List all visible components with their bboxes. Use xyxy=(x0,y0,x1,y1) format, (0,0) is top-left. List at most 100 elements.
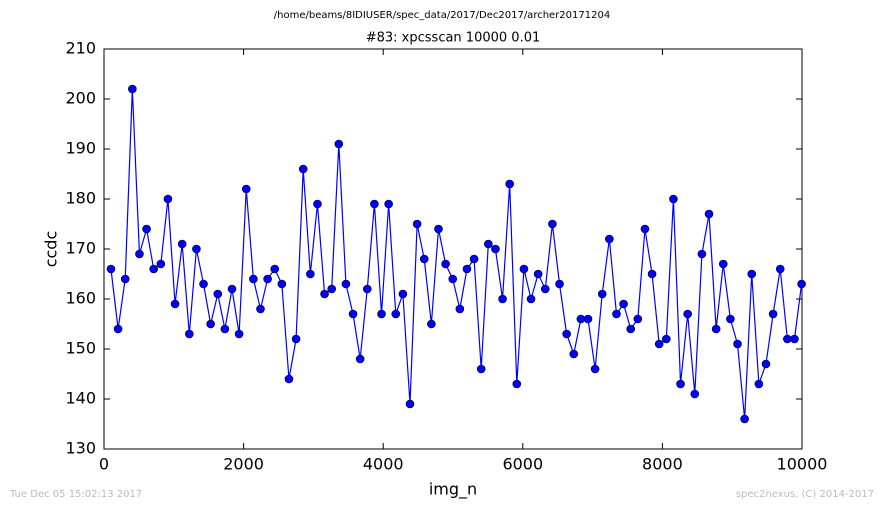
marker xyxy=(355,354,365,364)
marker xyxy=(384,199,393,209)
marker xyxy=(455,304,465,314)
marker xyxy=(498,294,507,304)
marker xyxy=(512,379,522,389)
marker xyxy=(505,179,514,189)
marker xyxy=(220,324,230,334)
marker xyxy=(726,314,735,324)
marker xyxy=(633,314,643,324)
marker xyxy=(747,269,757,279)
marker xyxy=(341,279,351,289)
marker xyxy=(740,414,749,424)
chart-title: #83: xpcsscan 10000 0.01 xyxy=(366,31,541,46)
marker xyxy=(733,339,742,349)
marker xyxy=(177,239,187,249)
marker xyxy=(291,334,301,344)
x-tick-label: 4000 xyxy=(363,455,404,474)
marker xyxy=(783,334,792,344)
marker xyxy=(718,259,728,269)
marker xyxy=(277,279,287,289)
marker xyxy=(548,219,557,229)
footer-left: Tue Dec 05 15:02:13 2017 xyxy=(9,489,142,500)
marker xyxy=(540,284,550,294)
marker xyxy=(227,284,237,294)
marker xyxy=(441,259,450,269)
y-tick-label: 140 xyxy=(65,389,96,408)
y-tick-label: 160 xyxy=(65,289,96,308)
y-tick-label: 180 xyxy=(65,189,96,208)
marker xyxy=(612,309,621,319)
marker xyxy=(683,309,692,319)
marker xyxy=(434,224,443,234)
marker xyxy=(419,254,429,264)
y-tick-label: 170 xyxy=(65,239,96,258)
marker xyxy=(320,289,329,299)
marker xyxy=(135,249,144,259)
marker xyxy=(519,264,529,274)
marker xyxy=(199,279,208,289)
marker xyxy=(569,349,579,359)
y-tick-label: 190 xyxy=(65,139,96,158)
marker xyxy=(306,269,315,279)
marker xyxy=(797,279,806,289)
marker xyxy=(491,244,500,254)
suptitle: /home/beams/8IDIUSER/spec_data/2017/Dec2… xyxy=(274,10,610,21)
marker xyxy=(128,84,137,94)
marker xyxy=(142,224,151,234)
marker xyxy=(526,294,536,304)
marker xyxy=(284,374,294,384)
marker xyxy=(398,289,408,299)
marker xyxy=(170,299,180,309)
marker xyxy=(775,264,785,274)
marker xyxy=(555,279,564,289)
marker xyxy=(484,239,493,249)
y-tick-label: 130 xyxy=(65,439,96,458)
marker xyxy=(377,309,386,319)
marker xyxy=(234,329,244,339)
marker xyxy=(391,309,401,319)
marker xyxy=(597,289,607,299)
marker xyxy=(605,234,614,244)
marker xyxy=(662,334,671,344)
marker xyxy=(405,399,415,409)
marker xyxy=(120,274,130,284)
marker xyxy=(711,324,721,334)
marker xyxy=(640,224,650,234)
marker xyxy=(184,329,194,339)
marker xyxy=(206,319,215,329)
marker xyxy=(327,284,336,294)
y-tick-label: 200 xyxy=(65,89,96,108)
marker xyxy=(270,264,280,274)
marker xyxy=(249,274,258,284)
marker xyxy=(676,379,685,389)
marker xyxy=(106,264,116,274)
marker xyxy=(697,249,707,259)
x-tick-label: 0 xyxy=(99,455,109,474)
plot-area xyxy=(103,48,803,450)
marker xyxy=(348,309,358,319)
x-axis-label: img_n xyxy=(429,480,477,500)
marker xyxy=(590,364,600,374)
marker xyxy=(690,389,700,399)
marker xyxy=(669,194,678,204)
marker xyxy=(412,219,422,229)
marker xyxy=(448,274,458,284)
marker xyxy=(334,139,344,149)
marker xyxy=(619,299,628,309)
footer-right: spec2nexus, (C) 2014-2017 xyxy=(736,489,874,500)
line xyxy=(110,88,803,420)
marker xyxy=(654,339,664,349)
marker xyxy=(362,284,372,294)
marker xyxy=(370,199,379,209)
y-tick-label: 210 xyxy=(65,39,96,58)
marker xyxy=(790,334,799,344)
marker xyxy=(313,199,322,209)
x-tick-label: 6000 xyxy=(502,455,543,474)
marker xyxy=(754,379,764,389)
marker xyxy=(626,324,636,334)
marker xyxy=(149,264,158,274)
marker xyxy=(213,289,223,299)
marker xyxy=(156,259,166,269)
marker xyxy=(427,319,436,329)
marker xyxy=(469,254,479,264)
x-tick-label: 10000 xyxy=(777,455,828,474)
